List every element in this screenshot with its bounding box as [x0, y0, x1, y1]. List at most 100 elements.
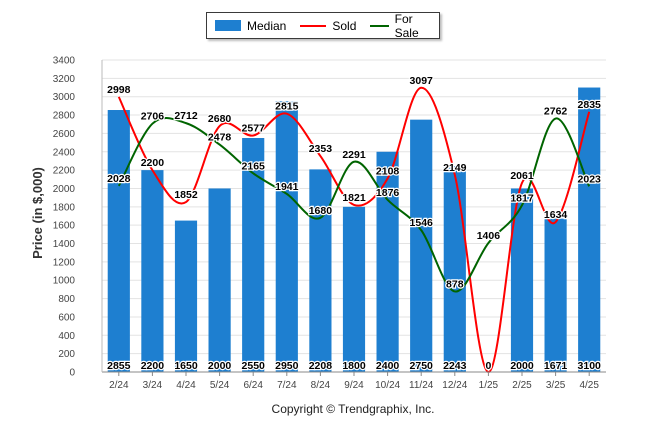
legend: Median Sold For Sale: [206, 12, 440, 40]
median-bar: [174, 220, 198, 372]
for-sale-data-label: 1817: [510, 192, 534, 204]
median-data-label: 2400: [376, 360, 400, 372]
legend-item-median[interactable]: Median: [215, 19, 286, 33]
sold-data-label: 3097: [410, 75, 434, 87]
x-tick-label: 4/25: [579, 380, 599, 391]
sold-data-label: 2108: [376, 166, 400, 178]
legend-label-sold: Sold: [332, 18, 357, 33]
x-tick-label: 2/24: [109, 380, 129, 391]
median-bar: [208, 188, 231, 372]
median-bar: [242, 138, 265, 372]
sold-swatch: [300, 24, 327, 27]
sold-data-label: 2353: [309, 143, 333, 155]
sold-data-label: 2577: [242, 123, 266, 135]
median-bar: [309, 169, 332, 372]
trend-lines: [117, 86, 591, 374]
y-tick-label: 1800: [53, 202, 76, 213]
x-tick-label: 5/24: [210, 380, 230, 391]
x-tick-label: 6/24: [243, 380, 263, 391]
median-bar: [376, 151, 399, 372]
for-sale-data-label: 2165: [242, 160, 266, 172]
x-tick-label: 4/24: [176, 380, 196, 391]
x-tick-label: 10/24: [375, 380, 400, 391]
y-tick-label: 2600: [53, 129, 76, 140]
for-sale-data-label: 878: [446, 278, 464, 290]
median-bar: [443, 166, 466, 372]
y-tick-label: 1400: [53, 239, 76, 250]
x-tick-label: 1/25: [479, 380, 499, 391]
sold-line: [117, 86, 591, 374]
legend-label-for-sale: For Sale: [394, 11, 419, 40]
median-data-label: 1650: [174, 360, 198, 372]
x-tick-label: 9/24: [344, 380, 364, 391]
median-data-label: 2750: [410, 360, 434, 372]
median-data-label: 2208: [309, 360, 333, 372]
for-sale-data-label: 1546: [410, 217, 434, 229]
sold-data-label: 2998: [107, 84, 131, 96]
y-tick-label: 0: [69, 368, 75, 379]
median-bar: [410, 119, 433, 372]
median-bar: [107, 110, 130, 372]
median-data-label: 2550: [242, 360, 266, 372]
for-sale-data-label: 1680: [309, 205, 333, 217]
median-data-label: 2243: [443, 360, 467, 372]
legend-item-for-sale[interactable]: For Sale: [370, 12, 426, 40]
data-labels: 2855 2200 1650 2000 2550 2950 2208 1800 2400 2750…: [106, 74, 602, 374]
y-tick-label: 3200: [53, 74, 76, 85]
median-bar: [275, 101, 298, 372]
y-tick-label: 3400: [53, 56, 76, 67]
x-tick-label: 2/25: [512, 380, 532, 391]
y-tick-label: 3000: [53, 92, 76, 103]
sold-data-label: 1821: [342, 192, 366, 204]
x-tick-label: 8/24: [311, 380, 331, 391]
median-bar: [578, 87, 601, 372]
sold-data-label: 2200: [141, 157, 165, 169]
sold-data-label: 2680: [208, 113, 232, 125]
sold-data-label: 2149: [443, 162, 467, 174]
axes: 0 200 400 600 800 1000 1200 1400 1600 1800 2000 220…: [53, 56, 606, 391]
for-sale-swatch: [370, 24, 389, 27]
x-tick-label: 11/24: [409, 380, 434, 391]
for-sale-data-label: 2023: [578, 173, 602, 185]
median-data-label: 1800: [342, 360, 366, 372]
legend-label-median: Median: [247, 18, 287, 33]
median-swatch: [215, 20, 241, 31]
y-tick-label: 600: [58, 312, 75, 323]
y-tick-label: 200: [58, 349, 75, 360]
for-sale-data-label: 2478: [208, 132, 232, 144]
x-tick-label: 7/24: [277, 380, 297, 391]
median-bar: [342, 206, 366, 372]
median-bar: [544, 218, 567, 372]
median-bar: [510, 188, 534, 372]
y-tick-label: 2200: [53, 166, 76, 177]
y-tick-label: 2000: [53, 184, 76, 195]
y-tick-label: 1200: [53, 257, 76, 268]
y-tick-label: 2800: [53, 111, 76, 122]
copyright-text: Copyright © Trendgraphix, Inc.: [271, 402, 435, 416]
sold-data-label: 2835: [578, 99, 602, 111]
median-bars: [107, 87, 601, 372]
x-tick-label: 3/24: [143, 380, 163, 391]
legend-item-sold[interactable]: Sold: [300, 19, 356, 33]
y-tick-label: 1600: [53, 221, 76, 232]
for-sale-data-label: 2291: [342, 149, 366, 161]
median-data-label: 3100: [578, 360, 602, 372]
y-axis-label: Price (in $,000): [30, 167, 45, 259]
for-sale-data-label: 1941: [275, 181, 299, 193]
y-tick-label: 800: [58, 294, 75, 305]
sold-data-label: 2061: [510, 170, 534, 182]
median-data-label: 0: [485, 360, 491, 372]
for-sale-data-label: 2762: [544, 106, 568, 118]
y-tick-label: 2400: [53, 147, 76, 158]
median-data-label: 2200: [141, 360, 165, 372]
y-tick-label: 1000: [53, 276, 76, 287]
for-sale-data-label: 2712: [174, 110, 198, 122]
x-tick-label: 3/25: [546, 380, 566, 391]
sold-data-label: 1634: [544, 209, 568, 221]
for-sale-data-label: 2028: [107, 173, 131, 185]
x-tick-label: 12/24: [442, 380, 467, 391]
median-data-label: 2000: [510, 360, 534, 372]
for-sale-data-label: 2706: [141, 111, 165, 123]
sold-data-label: 2815: [275, 101, 299, 113]
